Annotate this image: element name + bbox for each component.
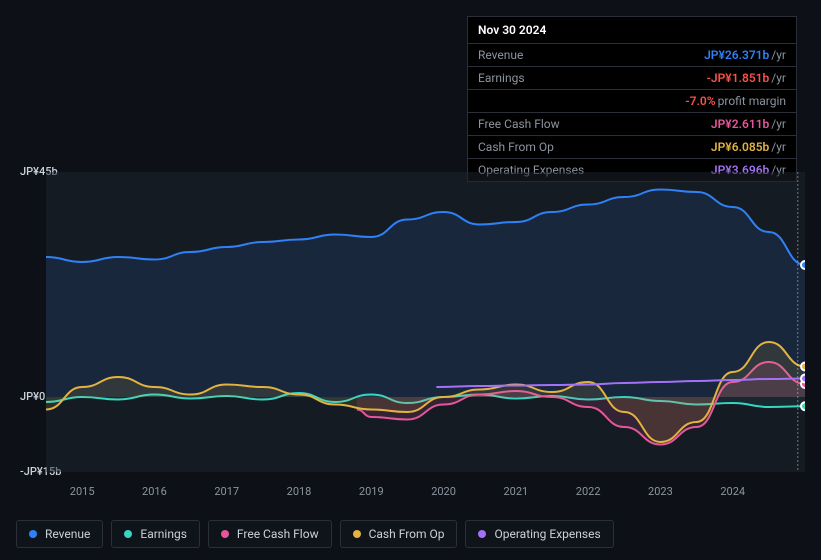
legend-dot-icon xyxy=(478,530,486,538)
legend-label: Earnings xyxy=(140,527,187,541)
x-axis-label: 2017 xyxy=(214,485,239,498)
x-axis-label: 2021 xyxy=(503,485,528,498)
chart-area[interactable]: JP¥45bJP¥0-JP¥15b 2015201620172018201920… xyxy=(16,160,805,480)
legend-item[interactable]: Revenue xyxy=(16,520,103,548)
tooltip-row: Earnings-JP¥1.851b/yr xyxy=(468,67,796,90)
chart-tooltip: Nov 30 2024 RevenueJP¥26.371b/yrEarnings… xyxy=(467,16,797,182)
x-axis-label: 2023 xyxy=(648,485,673,498)
x-axis-label: 2016 xyxy=(142,485,167,498)
legend-label: Operating Expenses xyxy=(494,527,600,541)
legend-item[interactable]: Earnings xyxy=(111,520,200,548)
chart-legend: Revenue Earnings Free Cash Flow Cash From O… xyxy=(16,520,614,548)
hover-dot xyxy=(801,375,805,383)
x-axis-label: 2020 xyxy=(431,485,456,498)
chart-canvas xyxy=(46,172,805,472)
tooltip-row-label: Free Cash Flow xyxy=(478,117,711,131)
hover-dot xyxy=(801,261,805,269)
tooltip-row: Free Cash FlowJP¥2.611b/yr xyxy=(468,113,796,136)
x-axis-label: 2024 xyxy=(720,485,745,498)
legend-dot-icon xyxy=(353,530,361,538)
legend-item[interactable]: Operating Expenses xyxy=(465,520,613,548)
legend-label: Free Cash Flow xyxy=(237,527,319,541)
tooltip-date: Nov 30 2024 xyxy=(468,17,796,44)
legend-dot-icon xyxy=(221,530,229,538)
hover-dot xyxy=(801,402,805,410)
tooltip-row-label xyxy=(478,94,685,108)
tooltip-row-value: JP¥6.085b/yr xyxy=(711,140,786,154)
x-axis-label: 2022 xyxy=(576,485,601,498)
hover-dot xyxy=(801,363,805,371)
legend-dot-icon xyxy=(29,530,37,538)
legend-dot-icon xyxy=(124,530,132,538)
x-axis-label: 2018 xyxy=(287,485,312,498)
tooltip-row-value: JP¥26.371b/yr xyxy=(704,48,786,62)
tooltip-row-label: Revenue xyxy=(478,48,704,62)
tooltip-row-value: JP¥2.611b/yr xyxy=(711,117,786,131)
tooltip-row-label: Cash From Op xyxy=(478,140,711,154)
x-axis-label: 2019 xyxy=(359,485,384,498)
y-axis-label: JP¥0 xyxy=(20,390,45,403)
tooltip-row: RevenueJP¥26.371b/yr xyxy=(468,44,796,67)
tooltip-row-value: -JP¥1.851b/yr xyxy=(707,71,786,85)
legend-item[interactable]: Free Cash Flow xyxy=(208,520,332,548)
legend-item[interactable]: Cash From Op xyxy=(340,520,458,548)
x-axis-label: 2015 xyxy=(70,485,95,498)
tooltip-row: -7.0%profit margin xyxy=(468,90,796,113)
tooltip-row: Cash From OpJP¥6.085b/yr xyxy=(468,136,796,159)
legend-label: Revenue xyxy=(45,527,90,541)
tooltip-row-value: -7.0%profit margin xyxy=(685,94,786,108)
legend-label: Cash From Op xyxy=(369,527,445,541)
tooltip-row-label: Earnings xyxy=(478,71,707,85)
